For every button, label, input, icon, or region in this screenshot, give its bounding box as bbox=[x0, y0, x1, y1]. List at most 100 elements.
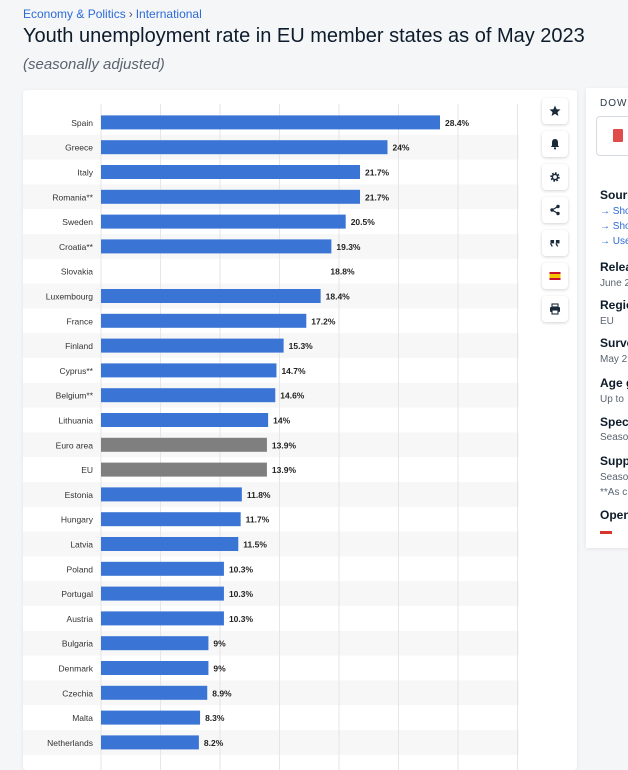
survey-heading: Surve bbox=[600, 336, 628, 350]
row-stripe bbox=[23, 630, 519, 656]
bar[interactable] bbox=[101, 189, 361, 204]
value-label: 8.3% bbox=[205, 713, 225, 723]
category-label: Belgium** bbox=[56, 391, 94, 401]
row-stripe bbox=[23, 581, 519, 606]
survey-value: May 2 bbox=[600, 354, 628, 365]
bar[interactable] bbox=[101, 512, 241, 527]
source-link-3[interactable]: → Use bbox=[600, 236, 628, 247]
breadcrumb-economy-politics[interactable]: Economy & Politics bbox=[23, 7, 126, 21]
category-label: Slovakia bbox=[61, 267, 93, 277]
breadcrumb-international[interactable]: International bbox=[135, 7, 202, 21]
release-heading: Relea bbox=[600, 260, 628, 274]
category-label: Austria bbox=[67, 614, 94, 624]
category-label: Denmark bbox=[59, 664, 94, 674]
row-stripe bbox=[23, 730, 519, 755]
bar[interactable] bbox=[101, 561, 224, 576]
settings-button[interactable] bbox=[542, 164, 568, 190]
bar[interactable] bbox=[101, 636, 209, 651]
bar[interactable] bbox=[101, 239, 332, 254]
bar[interactable] bbox=[101, 388, 276, 403]
age-group-value: Up to bbox=[600, 394, 624, 405]
value-label: 8.9% bbox=[212, 688, 232, 698]
value-label: 24% bbox=[392, 143, 409, 153]
bar[interactable] bbox=[101, 487, 242, 502]
pdf-icon bbox=[613, 129, 623, 142]
special-properties-heading: Speci bbox=[600, 415, 628, 429]
category-label: Czechia bbox=[62, 688, 93, 698]
bar[interactable] bbox=[101, 214, 346, 229]
bar[interactable] bbox=[101, 363, 277, 378]
value-label: 21.7% bbox=[365, 192, 390, 202]
source-link-1[interactable]: → Sho bbox=[600, 206, 628, 217]
category-label: Cyprus** bbox=[59, 366, 93, 376]
bar[interactable] bbox=[101, 140, 388, 155]
bar[interactable] bbox=[101, 611, 224, 626]
supplementary-heading: Supp bbox=[600, 454, 628, 468]
printer-icon bbox=[550, 303, 560, 315]
bell-icon bbox=[550, 139, 560, 150]
bar[interactable] bbox=[101, 710, 201, 725]
bar[interactable] bbox=[101, 586, 224, 601]
flag-icon bbox=[549, 272, 561, 280]
gear-icon bbox=[550, 172, 560, 182]
category-label: Spain bbox=[71, 118, 93, 128]
region-value: EU bbox=[600, 316, 614, 327]
bar[interactable] bbox=[101, 115, 440, 130]
category-label: Luxembourg bbox=[46, 292, 94, 302]
bar[interactable] bbox=[101, 537, 239, 551]
value-label: 9% bbox=[213, 664, 226, 674]
category-label: Romania** bbox=[52, 192, 93, 202]
value-label: 17.2% bbox=[311, 316, 336, 326]
bar[interactable] bbox=[101, 735, 199, 750]
print-button[interactable] bbox=[542, 296, 568, 322]
download-heading: DOWN bbox=[600, 98, 628, 109]
bar[interactable] bbox=[101, 437, 267, 452]
category-label: Portugal bbox=[61, 589, 93, 599]
bar[interactable] bbox=[101, 685, 208, 700]
chart-card: Spain 28.4% Greece 24% Italy 21.7% Romania** 21… bbox=[23, 90, 577, 770]
bar[interactable] bbox=[101, 413, 269, 427]
favorite-button[interactable] bbox=[542, 98, 568, 124]
value-label: 18.8% bbox=[330, 267, 355, 277]
bar[interactable] bbox=[101, 661, 209, 675]
notification-button[interactable] bbox=[542, 131, 568, 157]
breadcrumb: Economy & Politics › International bbox=[23, 7, 202, 21]
source-link-2[interactable]: → Sho bbox=[600, 221, 628, 232]
cite-button[interactable] bbox=[542, 230, 568, 256]
value-label: 10.3% bbox=[229, 589, 254, 599]
row-stripe bbox=[23, 680, 519, 706]
bar[interactable] bbox=[101, 313, 307, 328]
flag-icon bbox=[600, 531, 612, 534]
download-pdf-button[interactable] bbox=[596, 116, 628, 156]
bar[interactable] bbox=[101, 165, 361, 179]
age-group-heading: Age g bbox=[600, 376, 628, 390]
page-subtitle: (seasonally adjusted) bbox=[23, 56, 165, 73]
category-label: Hungary bbox=[61, 515, 94, 525]
value-label: 9% bbox=[213, 639, 226, 649]
category-label: Poland bbox=[67, 564, 94, 574]
category-label: Finland bbox=[65, 341, 93, 351]
statistic-details-panel: DOWN Sourc → Sho → Sho → Use Relea June … bbox=[586, 88, 628, 548]
category-label: Bulgaria bbox=[62, 639, 93, 649]
category-label: Malta bbox=[72, 713, 93, 723]
page-title: Youth unemployment rate in EU member sta… bbox=[23, 25, 585, 47]
category-label: Latvia bbox=[70, 540, 93, 550]
bar[interactable] bbox=[101, 338, 284, 353]
bar-chart: Spain 28.4% Greece 24% Italy 21.7% Romania** 21… bbox=[23, 104, 519, 770]
value-label: 28.4% bbox=[445, 118, 470, 128]
category-label: Sweden bbox=[62, 217, 93, 227]
source-heading: Sourc bbox=[600, 188, 628, 202]
bar[interactable] bbox=[101, 462, 267, 477]
bar[interactable] bbox=[101, 289, 321, 303]
breadcrumb-separator: › bbox=[128, 7, 133, 21]
value-label: 8.2% bbox=[204, 738, 224, 748]
star-icon bbox=[549, 105, 561, 116]
value-label: 15.3% bbox=[289, 341, 314, 351]
category-label: EU bbox=[81, 465, 93, 475]
category-label: Euro area bbox=[56, 440, 94, 450]
value-label: 21.7% bbox=[365, 168, 390, 178]
special-properties-value: Seaso bbox=[600, 432, 628, 443]
share-button[interactable] bbox=[542, 197, 568, 223]
language-button[interactable] bbox=[542, 263, 568, 289]
category-label: Italy bbox=[77, 168, 93, 178]
